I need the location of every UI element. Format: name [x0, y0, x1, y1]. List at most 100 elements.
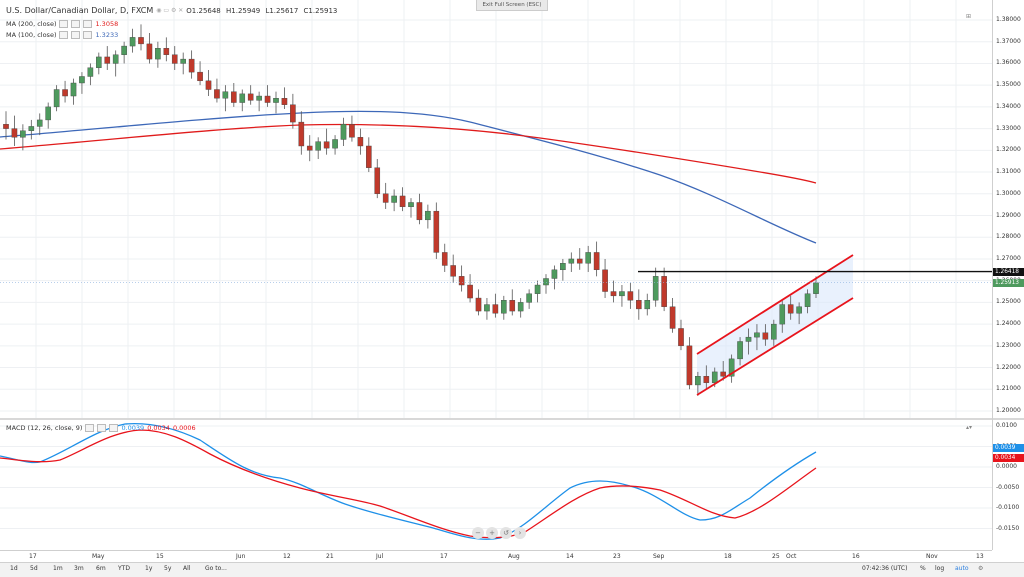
legend-visibility-icon[interactable] — [59, 31, 69, 39]
pane-maximize-icon[interactable]: ⊞ — [966, 13, 972, 20]
settings-gear-icon[interactable]: ⚙ — [978, 565, 984, 572]
price-axis-label: 1.32000 — [996, 146, 1021, 154]
candle-body — [36, 119, 43, 127]
legend-close-icon[interactable] — [83, 31, 93, 39]
price-axis-label: 1.25000 — [996, 298, 1021, 306]
scroll-right-icon[interactable]: › — [514, 527, 526, 539]
candle-body — [374, 167, 381, 194]
timeframe-button[interactable]: 5d — [30, 565, 38, 572]
legend-settings-icon[interactable] — [97, 424, 107, 432]
time-axis-label: 17 — [440, 553, 448, 560]
timeframe-button[interactable]: 6m — [96, 565, 106, 572]
ma100-legend[interactable]: MA (100, close) 1.3233 — [6, 31, 118, 39]
price-axis-label: 1.29000 — [996, 211, 1021, 219]
price-axis-label: 1.20000 — [996, 407, 1021, 414]
candle-body — [256, 95, 262, 101]
timeframe-button[interactable]: All — [183, 565, 191, 572]
time-axis-label: 23 — [613, 553, 621, 560]
time-axis-label: 16 — [852, 553, 860, 560]
timeframe-button[interactable]: 3m — [74, 565, 84, 572]
macd-value-2: 0.0034 — [147, 424, 170, 432]
candle-body — [636, 300, 642, 310]
macd-axis[interactable]: 0.01000.00500.0000-0.0050-0.0100-0.01500… — [992, 420, 1024, 550]
candle-body — [762, 332, 769, 340]
candle-body — [745, 336, 752, 342]
price-axis-label: 1.21000 — [996, 385, 1021, 393]
ma200-legend[interactable]: MA (200, close) 1.3058 — [6, 20, 118, 28]
timeframe-button[interactable]: 1m — [53, 565, 63, 572]
candle-body — [171, 54, 178, 64]
auto-toggle[interactable]: auto — [955, 565, 969, 572]
timeframe-button[interactable]: Go to... — [205, 565, 227, 572]
time-axis-label: Jul — [376, 553, 384, 560]
legend-visibility-icon[interactable] — [59, 20, 69, 28]
channel-lower-line — [696, 297, 854, 396]
legend-settings-icon[interactable] — [71, 31, 81, 39]
price-axis-label: 1.37000 — [996, 37, 1021, 45]
ma100-line — [0, 110, 817, 244]
zoom-out-icon[interactable]: − — [472, 527, 484, 539]
price-axis-label: 1.28000 — [996, 233, 1021, 241]
candle-body — [298, 121, 305, 147]
price-axis-label: 1.36000 — [996, 59, 1021, 67]
price-axis-label: 1.24000 — [996, 320, 1021, 328]
candle-body — [264, 95, 271, 103]
price-chart[interactable] — [0, 0, 992, 420]
ma100-label: MA (100, close) — [6, 31, 57, 39]
exit-fullscreen-button[interactable]: Exit Full Screen (ESC) — [476, 0, 548, 11]
candle-body — [458, 276, 465, 286]
candle-body — [779, 304, 786, 325]
candle-body — [11, 128, 18, 138]
legend-close-icon[interactable] — [109, 424, 119, 432]
legend-settings-icon[interactable] — [71, 20, 81, 28]
bottom-toolbar: 1d 5d 1m 3m 6m YTD 1y 5y All Go to... 07:42:36 (U… — [0, 562, 1024, 577]
candle-body — [627, 291, 634, 301]
candle-body — [509, 300, 516, 312]
legend-close-icon[interactable] — [83, 20, 93, 28]
candle-body — [703, 376, 710, 383]
signal-line — [0, 429, 817, 539]
macd-axis-label: 0.0100 — [996, 422, 1017, 429]
candle-body — [332, 139, 338, 149]
candle-body — [796, 306, 802, 314]
log-toggle[interactable]: log — [935, 565, 945, 572]
candle-body — [568, 258, 575, 264]
candle-body — [728, 358, 735, 377]
price-axis-label: 1.38000 — [996, 16, 1021, 23]
legend-controls-icon[interactable]: ◉ ▭ ⚙ ✕ — [156, 7, 184, 14]
timeframe-button[interactable]: 1y — [145, 565, 153, 572]
price-axis-label: 1.33000 — [996, 124, 1021, 132]
macd-legend[interactable]: MACD (12, 26, close, 9) 0.0039 0.0034 0.… — [6, 424, 196, 432]
zoom-in-icon[interactable]: + — [486, 527, 498, 539]
timeframe-button[interactable]: 5y — [164, 565, 172, 572]
timeframe-button[interactable]: 1d — [10, 565, 18, 572]
candle-body — [517, 302, 524, 312]
price-axis[interactable]: 1.38000 1.37000 1.36000 1.35000 1.34000 1.330… — [992, 0, 1024, 420]
candles — [3, 24, 819, 396]
pane-separator[interactable] — [0, 418, 1024, 420]
percent-toggle[interactable]: % — [920, 565, 926, 572]
reset-icon[interactable]: ↺ — [500, 527, 512, 539]
candle-body — [686, 345, 693, 386]
candle-body — [399, 195, 406, 208]
candle-body — [104, 56, 111, 64]
time-axis[interactable]: 17 May 15 Jun 12 21 Jul 17 Aug 14 23 Sep 18 25 Oct 16 No… — [0, 550, 992, 563]
candle-body — [441, 252, 448, 266]
candle-body — [416, 202, 423, 221]
candle-body — [290, 104, 296, 123]
legend-visibility-icon[interactable] — [85, 424, 95, 432]
timeframe-button[interactable]: YTD — [118, 565, 130, 572]
candle-body — [70, 82, 77, 97]
candle-body — [602, 269, 608, 292]
candle-body — [560, 263, 566, 271]
macd-value-3: 0.0006 — [172, 424, 196, 432]
grid — [0, 0, 992, 420]
candle-body — [273, 97, 279, 103]
macd-axis-label: -0.0100 — [996, 504, 1020, 511]
time-axis-label: 21 — [326, 553, 334, 560]
candle-body — [247, 93, 254, 101]
macd-price-tag: 0.0039 — [993, 444, 1024, 452]
pane-controls-icon[interactable]: ▴▾ — [966, 424, 973, 431]
candle-body — [366, 145, 372, 168]
candle-body — [340, 124, 347, 140]
